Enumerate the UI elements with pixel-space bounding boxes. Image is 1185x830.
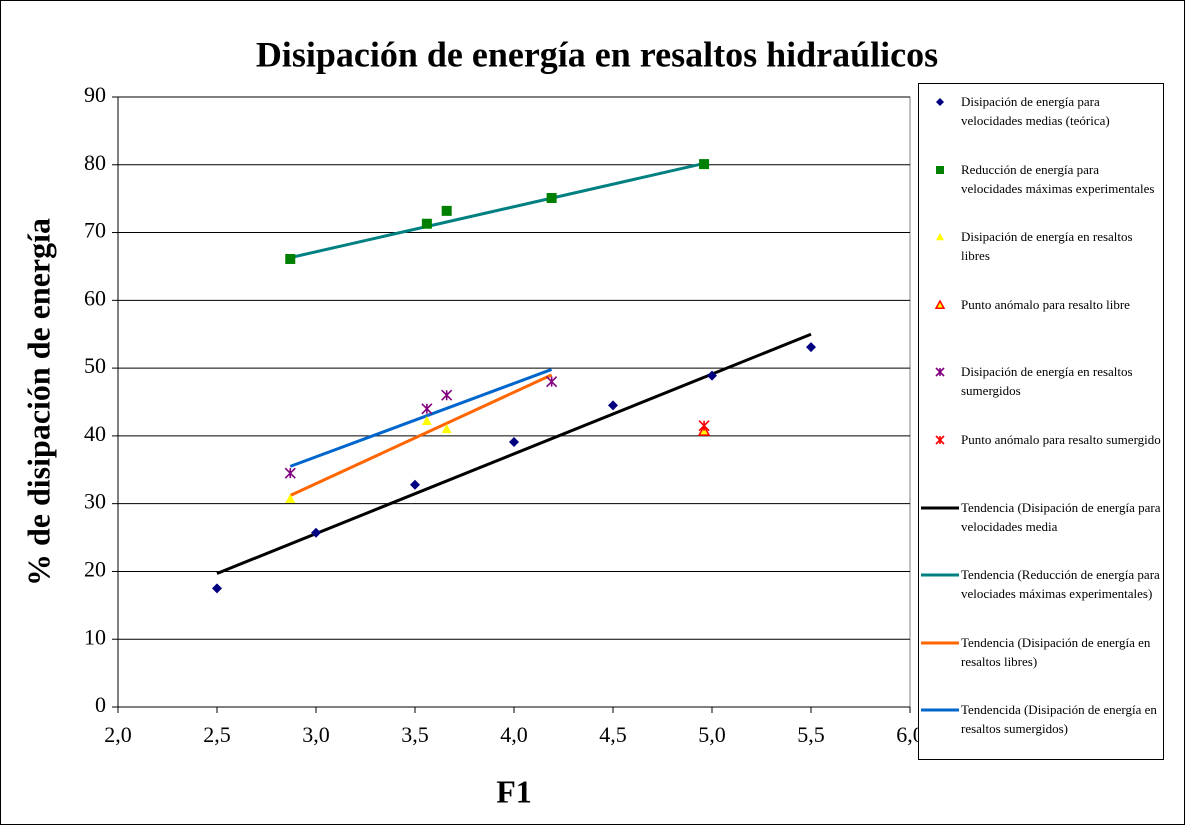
legend-label: Disipación de energía en resaltos libres bbox=[961, 229, 1133, 264]
y-tick-label: 80 bbox=[84, 150, 106, 175]
x-tick-label: 5,5 bbox=[797, 722, 825, 747]
legend-symbol bbox=[921, 506, 959, 510]
legend-label: Disipación de energía en resaltos sumerg… bbox=[961, 364, 1133, 399]
legend-item: Tendencia (Disipación de energía en resa… bbox=[919, 633, 1163, 700]
legend-label: Reducción de energía para velocidades má… bbox=[961, 161, 1155, 196]
x-axis-label: F1 bbox=[496, 773, 532, 809]
legend-item: Disipación de energía en resaltos sumerg… bbox=[919, 362, 1163, 429]
square-marker bbox=[699, 159, 710, 170]
y-tick-label: 40 bbox=[84, 421, 106, 446]
trend-line bbox=[289, 373, 553, 497]
legend-item: Punto anómalo para resalto sumergido bbox=[919, 430, 1163, 497]
legend-symbol bbox=[936, 98, 944, 106]
legend-item: Punto anómalo para resalto libre bbox=[919, 295, 1163, 362]
plot-area bbox=[117, 96, 911, 708]
square-marker bbox=[421, 218, 432, 229]
x-tick-label: 3,5 bbox=[401, 722, 429, 747]
x-tick-label: 4,5 bbox=[599, 722, 627, 747]
legend-symbol bbox=[935, 367, 945, 377]
square-marker bbox=[936, 165, 944, 174]
asterisk-marker bbox=[421, 403, 433, 415]
y-tick-label: 60 bbox=[84, 285, 106, 310]
legend-symbol bbox=[921, 708, 959, 712]
legend-item: Tendencia (Disipación de energía para ve… bbox=[919, 498, 1163, 565]
diamond-marker bbox=[509, 436, 519, 447]
legend-item: Tendencida (Disipación de energía en res… bbox=[919, 700, 1163, 767]
legend-symbol bbox=[936, 233, 944, 241]
asterisk-marker bbox=[546, 376, 558, 388]
asterisk-marker bbox=[441, 389, 453, 401]
diamond-marker bbox=[707, 370, 717, 381]
triangle-marker bbox=[936, 233, 944, 241]
chart-title: Disipación de energía en resaltos hidraú… bbox=[256, 34, 938, 74]
asterisk-marker bbox=[698, 420, 710, 432]
legend-symbol bbox=[936, 165, 944, 174]
x-tick-label: 4,0 bbox=[500, 722, 528, 747]
square-marker bbox=[285, 253, 296, 264]
square-marker bbox=[546, 192, 557, 203]
square-marker bbox=[441, 205, 452, 216]
y-tick-label: 0 bbox=[95, 692, 106, 717]
legend-label: Tendencia (Reducción de energía para vel… bbox=[961, 567, 1160, 602]
legend-symbol bbox=[935, 435, 945, 445]
x-tick-label: 5,0 bbox=[698, 722, 726, 747]
y-tick-label: 20 bbox=[84, 556, 106, 581]
asterisk-marker bbox=[284, 467, 296, 479]
y-tick-label: 30 bbox=[84, 489, 106, 514]
legend-symbol bbox=[934, 299, 946, 309]
y-tick-label: 10 bbox=[84, 624, 106, 649]
asterisk-marker bbox=[935, 367, 945, 377]
legend-symbol bbox=[921, 641, 959, 645]
diamond-marker bbox=[936, 98, 944, 106]
legend-item: Disipación de energía en resaltos libres bbox=[919, 227, 1163, 294]
triangle-marker bbox=[285, 493, 296, 503]
triangle-marker bbox=[421, 415, 432, 425]
y-tick-label: 50 bbox=[84, 353, 106, 378]
legend-label: Punto anómalo para resalto libre bbox=[961, 296, 1130, 312]
y-axis-label: % de disipación de energía bbox=[20, 218, 56, 586]
legend-item: Reducción de energía para velocidades má… bbox=[919, 160, 1163, 227]
x-tick-label: 3,0 bbox=[302, 722, 330, 747]
legend-symbol bbox=[921, 573, 959, 577]
diamond-marker bbox=[806, 342, 816, 353]
diamond-marker bbox=[608, 400, 618, 411]
x-tick-label: 2,5 bbox=[203, 722, 231, 747]
triangle-marker bbox=[441, 424, 452, 434]
legend-label: Tendencida (Disipación de energía en res… bbox=[961, 702, 1157, 737]
legend-item: Tendencia (Reducción de energía para vel… bbox=[919, 565, 1163, 632]
open-triangle-marker bbox=[934, 299, 946, 309]
diamond-marker bbox=[212, 583, 222, 594]
legend-label: Disipación de energía para velocidades m… bbox=[961, 94, 1110, 128]
legend-label: Tendencia (Disipación de energía para ve… bbox=[961, 499, 1161, 534]
diamond-marker bbox=[410, 479, 420, 490]
x-tick-label: 2,0 bbox=[104, 722, 132, 747]
legend-label: Punto anómalo para resalto sumergido bbox=[961, 432, 1161, 447]
y-tick-label: 70 bbox=[84, 218, 106, 243]
legend-item: Disipación de energía para velocidades m… bbox=[919, 92, 1163, 159]
asterisk-marker bbox=[935, 435, 945, 445]
legend: Disipación de energía para velocidades m… bbox=[918, 83, 1164, 760]
trend-line bbox=[289, 161, 705, 260]
y-tick-label: 90 bbox=[84, 82, 106, 107]
diamond-marker bbox=[311, 527, 321, 538]
trend-line bbox=[289, 368, 553, 468]
legend-label: Tendencia (Disipación de energía en resa… bbox=[961, 634, 1151, 669]
